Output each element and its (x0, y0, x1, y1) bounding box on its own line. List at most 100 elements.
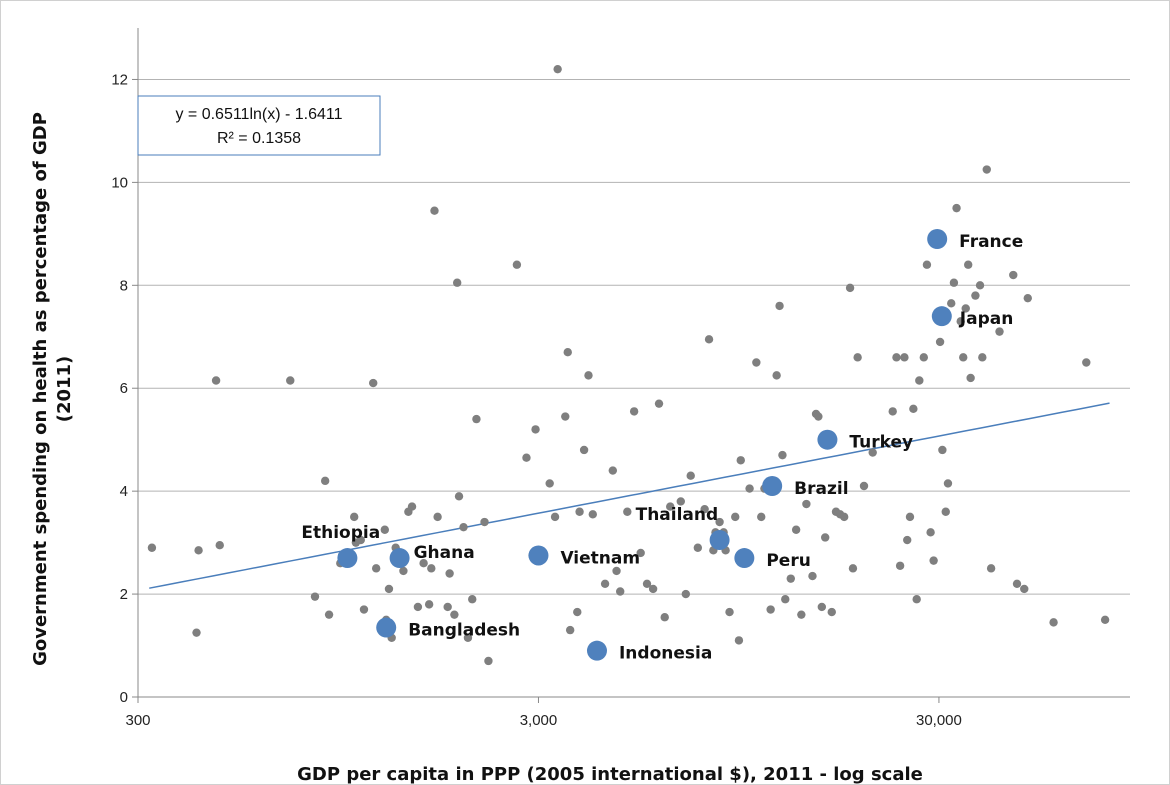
data-point (961, 304, 970, 313)
data-point (623, 507, 632, 516)
data-point (612, 566, 621, 576)
data-point (725, 607, 734, 617)
data-point (959, 353, 968, 362)
country-label-france: France (959, 232, 1023, 252)
gridlines (138, 78, 1130, 595)
country-point-ethiopia (337, 548, 358, 569)
data-point (736, 456, 745, 465)
data-point (845, 283, 855, 293)
data-point (660, 613, 669, 622)
data-point (929, 556, 938, 565)
data-point (320, 476, 330, 486)
axes: 0 2 4 6 8 10 12 300 3,000 30,000 (111, 28, 1130, 729)
data-point (791, 525, 801, 534)
data-point (399, 566, 408, 576)
y-axis-title: Government spending on health as percent… (30, 112, 75, 666)
data-point (853, 353, 862, 362)
country-label-brazil: Brazil (794, 479, 848, 499)
country-point-indonesia (586, 640, 607, 661)
data-point (971, 291, 980, 300)
data-point (211, 376, 221, 385)
equation-box: y = 0.6511ln(x) - 1.6411 R² = 0.1358 (137, 95, 381, 156)
data-point (700, 504, 709, 514)
data-point (938, 445, 947, 455)
data-point (522, 453, 531, 462)
country-label-peru: Peru (766, 551, 810, 571)
data-point (839, 512, 849, 522)
data-point (919, 353, 928, 362)
data-point (903, 535, 912, 545)
data-point (380, 525, 390, 534)
data-point (814, 412, 823, 421)
data-point (935, 337, 945, 347)
data-point (848, 564, 858, 573)
data-point (1020, 584, 1029, 594)
data-point (484, 656, 493, 666)
data-point (561, 412, 570, 421)
data-point (868, 448, 877, 457)
x-tick-label: 3,000 (520, 712, 558, 729)
data-point (859, 481, 869, 491)
data-point (194, 546, 203, 555)
data-point (820, 533, 830, 542)
data-point (666, 502, 675, 511)
data-point (629, 407, 639, 416)
data-point (786, 574, 795, 583)
data-point (693, 543, 703, 552)
data-points (147, 64, 1110, 666)
y-axis-title-line-2: (2011) (54, 356, 75, 423)
country-point-peru (734, 548, 755, 569)
y-tick-label: 0 (120, 689, 128, 706)
data-point (943, 479, 953, 488)
data-point (642, 579, 652, 588)
data-point (757, 512, 766, 522)
data-point (704, 335, 714, 344)
data-point (752, 358, 761, 367)
data-point (147, 543, 157, 552)
data-point (745, 484, 754, 493)
country-point-ghana (389, 548, 410, 569)
country-point-france (927, 228, 948, 249)
y-tick-label: 12 (111, 71, 128, 88)
data-point (781, 595, 790, 604)
y-axis-title-line-1: Government spending on health as percent… (30, 112, 51, 666)
x-axis-title: GDP per capita in PPP (2005 internationa… (297, 764, 923, 785)
data-point (949, 278, 959, 287)
data-point (1100, 615, 1110, 625)
data-point (892, 353, 901, 362)
country-point-thailand (709, 530, 730, 551)
data-point (579, 445, 589, 455)
data-point (797, 610, 806, 619)
data-point (808, 571, 817, 581)
data-point (371, 564, 381, 573)
y-tick-label: 2 (120, 586, 128, 603)
data-point (452, 278, 462, 287)
data-point (616, 587, 625, 596)
data-point (648, 584, 658, 594)
data-point (905, 512, 915, 522)
data-point (573, 607, 582, 617)
trend-equation: y = 0.6511ln(x) - 1.6411 (175, 106, 342, 123)
data-point (956, 317, 965, 326)
data-point (636, 548, 645, 558)
data-point (952, 203, 961, 213)
data-point (900, 353, 909, 362)
data-point (986, 564, 996, 573)
data-point (324, 610, 334, 619)
data-point (413, 602, 423, 612)
data-point (978, 353, 987, 362)
x-tick-label: 300 (125, 712, 150, 729)
data-point (480, 517, 489, 527)
data-point (430, 206, 439, 215)
data-point (1009, 270, 1018, 280)
data-point (926, 528, 935, 537)
data-point (1049, 618, 1058, 627)
data-point (310, 592, 320, 601)
data-point (512, 260, 522, 269)
trendline (149, 402, 1110, 589)
data-point (350, 512, 359, 522)
data-point (192, 628, 201, 637)
data-point (286, 376, 295, 385)
data-point (433, 512, 442, 522)
data-point (450, 610, 459, 619)
